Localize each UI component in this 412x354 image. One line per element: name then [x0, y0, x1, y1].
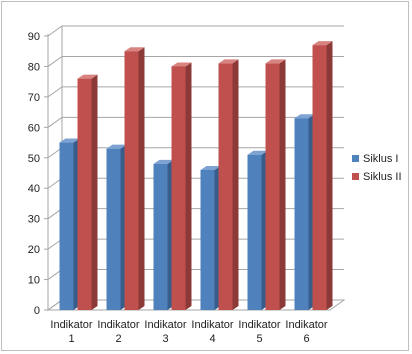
bar-front: [265, 63, 280, 311]
bar: [106, 144, 127, 310]
bar-front: [153, 163, 168, 310]
bar-top: [200, 165, 221, 170]
x-tick-label: 3: [162, 333, 168, 345]
bar: [218, 59, 239, 311]
y-tick-label: 30: [28, 214, 40, 226]
bar-top: [171, 62, 192, 67]
x-tick-label: Indikator: [191, 319, 234, 331]
x-tick-label: Indikator: [50, 319, 93, 331]
y-tick-label: 80: [28, 61, 40, 73]
x-tick-label: 6: [303, 333, 309, 345]
bar-front: [218, 63, 233, 311]
x-tick-label: 5: [256, 333, 262, 345]
x-tick-label: Indikator: [238, 319, 281, 331]
y-tick-label: 70: [28, 92, 40, 104]
bar-front: [171, 66, 186, 310]
y-tick-label: 40: [28, 183, 40, 195]
x-tick-label: Indikator: [144, 319, 187, 331]
legend-swatch: [352, 173, 359, 180]
x-tick-label: Indikator: [285, 319, 328, 331]
bar-front: [77, 78, 92, 310]
x-axis: Indikator 1 Indikator 2 Indikator 3 Indikator 4…: [50, 319, 328, 345]
bar: [312, 41, 333, 311]
bar-side: [91, 74, 98, 310]
bar-top: [77, 74, 98, 79]
bar-top: [312, 41, 333, 46]
bar-front: [124, 51, 139, 310]
bar-top: [247, 150, 268, 155]
y-tick-label: 0: [34, 305, 40, 317]
bar-front: [247, 154, 262, 310]
bar-front: [200, 169, 215, 310]
gridline: [47, 116, 344, 128]
bar-top: [218, 59, 239, 64]
bar-top: [294, 114, 315, 119]
bar: [247, 150, 268, 310]
bar-front: [312, 45, 327, 311]
bar: [265, 59, 286, 311]
x-tick-label: Indikator: [97, 319, 140, 331]
gridline: [47, 25, 344, 37]
bar: [124, 47, 145, 310]
legend-label: Siklus I: [363, 153, 398, 165]
legend-swatch: [352, 155, 359, 162]
bar: [200, 165, 221, 310]
bar-top: [124, 47, 145, 52]
y-tick-label: 90: [28, 31, 40, 43]
gridline: [47, 55, 344, 67]
bar-side: [185, 62, 192, 310]
gridline: [47, 86, 344, 98]
x-tick-label: 1: [68, 333, 74, 345]
x-tick-label: 2: [115, 333, 121, 345]
legend-label: Siklus II: [363, 171, 402, 183]
chart-frame: [1, 1, 409, 351]
y-axis: 0 10 20 30 40 50 60 70 80 90: [28, 31, 49, 317]
bar-side: [326, 41, 333, 311]
bar-top: [106, 144, 127, 149]
legend: Siklus I Siklus II: [352, 153, 402, 183]
bars: [59, 41, 333, 311]
y-tick-label: 50: [28, 153, 40, 165]
bar-top: [59, 138, 80, 143]
y-tick-label: 60: [28, 122, 40, 134]
bar-side: [279, 59, 286, 311]
bar: [59, 138, 80, 310]
bar-top: [265, 59, 286, 64]
bar-top: [153, 159, 174, 164]
bar: [294, 114, 315, 310]
bar-front: [106, 148, 121, 310]
y-tick-label: 20: [28, 244, 40, 256]
bar-side: [138, 47, 145, 310]
bar: [171, 62, 192, 310]
bar-front: [59, 142, 74, 310]
x-tick-label: 4: [209, 333, 215, 345]
y-tick-label: 10: [28, 275, 40, 287]
bar: [153, 159, 174, 310]
bar-side: [232, 59, 239, 311]
bar-front: [294, 118, 309, 310]
bar: [77, 74, 98, 310]
